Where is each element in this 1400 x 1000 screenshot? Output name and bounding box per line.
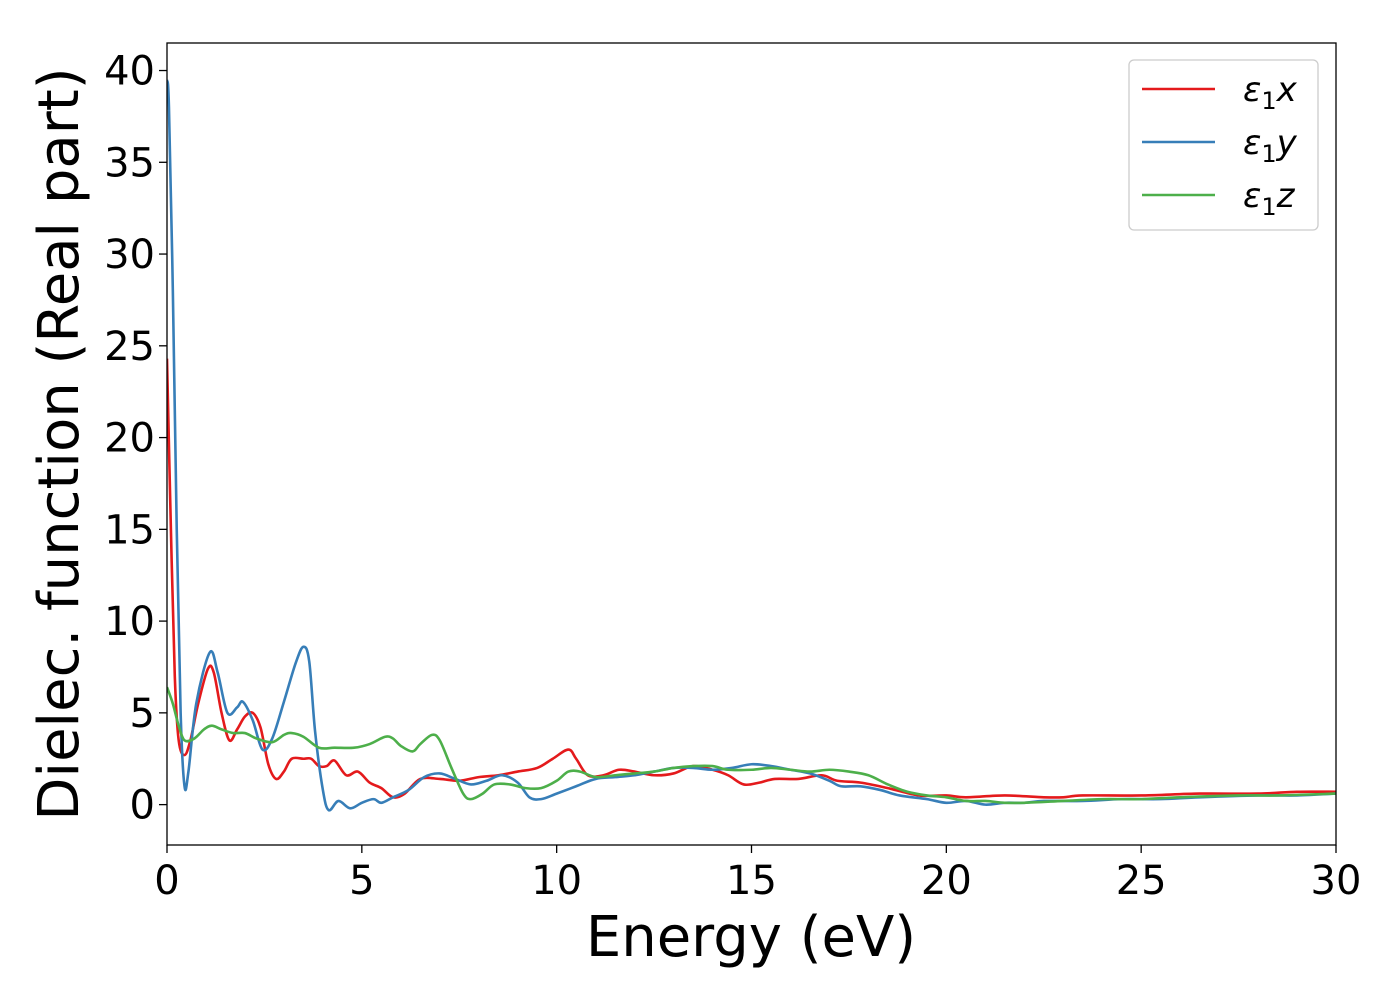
x-axis: 0 5 10 15 20 25 30 bbox=[154, 845, 1361, 904]
legend: ε1x ε1y ε1z bbox=[1128, 59, 1319, 231]
series-line-x bbox=[167, 358, 1336, 799]
y-tick-label: 40 bbox=[104, 49, 155, 95]
legend-label-y: ε1y bbox=[1243, 123, 1298, 168]
y-tick-label: 10 bbox=[104, 599, 155, 645]
x-tick-label: 30 bbox=[1311, 858, 1362, 904]
y-axis: 0 5 10 15 20 25 30 35 40 bbox=[104, 49, 167, 829]
x-axis-label: Energy (eV) bbox=[586, 905, 916, 970]
x-tick-label: 25 bbox=[1116, 858, 1167, 904]
y-tick-label: 0 bbox=[130, 783, 155, 829]
y-tick-label: 20 bbox=[104, 416, 155, 462]
x-tick-label: 5 bbox=[349, 858, 374, 904]
x-tick-label: 15 bbox=[726, 858, 777, 904]
series-layer bbox=[167, 79, 1336, 812]
y-tick-label: 15 bbox=[104, 507, 155, 553]
x-tick-label: 20 bbox=[921, 858, 972, 904]
legend-frame bbox=[1128, 59, 1319, 231]
legend-label-z: ε1z bbox=[1243, 176, 1296, 221]
x-tick-label: 10 bbox=[531, 858, 582, 904]
y-tick-label: 25 bbox=[104, 324, 155, 370]
y-tick-label: 35 bbox=[104, 140, 155, 186]
y-axis-label: Dielec. function (Real part) bbox=[27, 67, 92, 820]
y-tick-label: 5 bbox=[130, 691, 155, 737]
series-line-z bbox=[167, 686, 1336, 805]
x-tick-label: 0 bbox=[154, 858, 179, 904]
legend-label-x: ε1x bbox=[1243, 70, 1298, 115]
series-line-y bbox=[167, 79, 1336, 812]
y-tick-label: 30 bbox=[104, 232, 155, 278]
